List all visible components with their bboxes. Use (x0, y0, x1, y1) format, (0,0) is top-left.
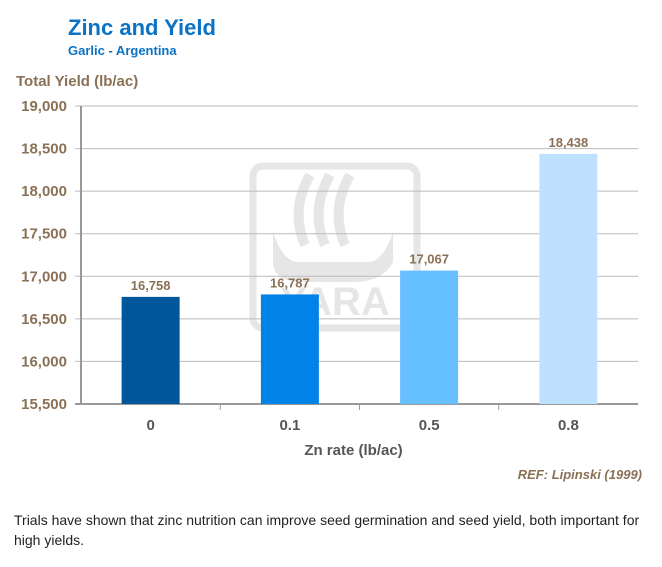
chart-subtitle: Garlic - Argentina (68, 43, 177, 58)
y-tick-label: 17,000 (21, 268, 67, 285)
x-tick-label: 0.1 (279, 417, 300, 434)
y-tick-label: 19,000 (21, 98, 67, 115)
data-label: 17,067 (409, 252, 449, 267)
bar-0.8 (539, 153, 598, 404)
reference-note: REF: Lipinski (1999) (517, 467, 642, 482)
y-tick-label: 18,000 (21, 183, 67, 200)
bar-0 (121, 296, 180, 404)
x-tick-label: 0.5 (419, 417, 440, 434)
bar-0.1 (260, 294, 319, 404)
y-tick-label: 16,500 (21, 311, 67, 328)
bar-chart: YARA 15,500 16,000 16,500 17,000 17,500 18,000… (21, 98, 638, 459)
data-label: 16,787 (270, 275, 310, 290)
caption-text: Trials have shown that zinc nutrition ca… (14, 512, 640, 548)
data-label: 18,438 (548, 135, 588, 150)
x-tick-label: 0 (146, 417, 154, 434)
y-tick-label: 17,500 (21, 226, 67, 243)
x-tick-label: 0.8 (558, 417, 579, 434)
y-axis-label: Total Yield (lb/ac) (16, 73, 139, 90)
x-axis-label: Zn rate (lb/ac) (304, 442, 402, 459)
y-tick-label: 15,500 (21, 396, 67, 413)
data-label: 16,758 (131, 278, 171, 293)
chart-title: Zinc and Yield (68, 15, 216, 40)
yara-logo-watermark: YARA (249, 162, 421, 332)
y-tick-label: 18,500 (21, 141, 67, 158)
bar-0.5 (400, 270, 459, 404)
y-tick-label: 16,000 (21, 353, 67, 370)
